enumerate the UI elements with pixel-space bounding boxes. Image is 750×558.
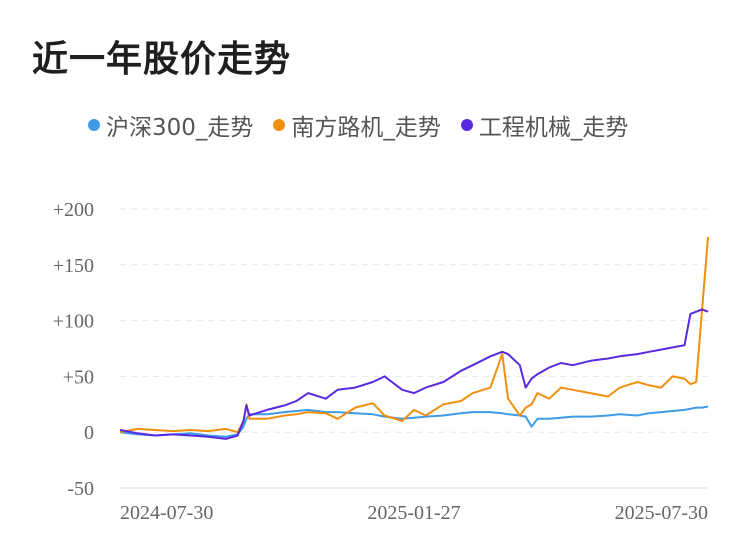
y-tick-label: +150 [53, 255, 94, 277]
y-tick-label: +200 [53, 199, 94, 221]
y-tick-label: 0 [84, 422, 94, 444]
y-tick-label: +50 [63, 366, 94, 388]
x-tick-label: 2025-01-27 [367, 502, 460, 524]
series-line [119, 308, 709, 440]
chart-legend: 沪深300_走势 南方路机_走势 工程机械_走势 [88, 108, 648, 142]
legend-dot-icon [88, 119, 100, 131]
legend-label: 工程机械_走势 [478, 115, 629, 141]
legend-label: 南方路机_走势 [291, 115, 441, 141]
x-tick-label: 2025-07-30 [615, 502, 708, 524]
legend-item-hs300[interactable]: 沪深300_走势 [88, 108, 253, 142]
y-tick-label: +100 [53, 311, 94, 333]
legend-dot-icon [460, 119, 473, 131]
legend-dot-icon [273, 119, 286, 131]
legend-label: 沪深300_走势 [106, 115, 254, 141]
series-line [119, 236, 709, 434]
series-line [119, 405, 709, 438]
y-tick-label: -50 [67, 478, 94, 500]
x-tick-label: 2024-07-30 [120, 502, 213, 524]
chart-title: 近一年股价走势 [32, 39, 292, 80]
legend-item-nanfang[interactable]: 南方路机_走势 [273, 108, 441, 142]
legend-item-machinery[interactable]: 工程机械_走势 [460, 108, 629, 142]
